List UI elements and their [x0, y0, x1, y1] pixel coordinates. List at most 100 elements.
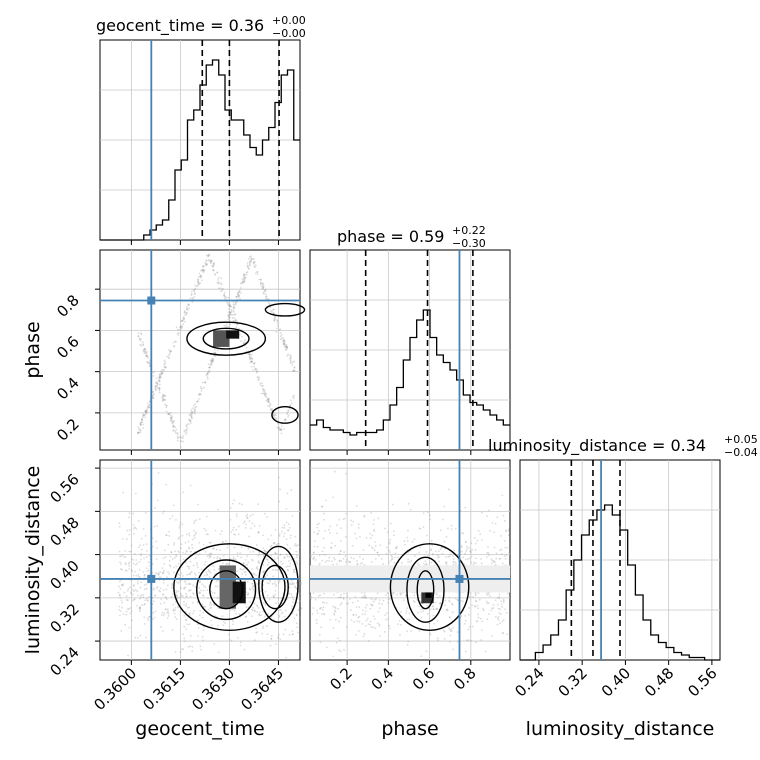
sample-point	[283, 341, 285, 344]
sample-point	[460, 550, 463, 553]
sample-point	[498, 622, 501, 625]
sample-point	[201, 269, 203, 271]
sample-point	[172, 609, 175, 612]
sample-point	[449, 630, 452, 633]
sample-point	[262, 388, 265, 390]
sample-point	[382, 599, 385, 602]
sample-point	[333, 557, 335, 559]
title-geocent-time-text: geocent_time = 0.36	[96, 16, 264, 36]
sample-point	[369, 607, 372, 610]
sample-point	[181, 534, 184, 537]
sample-point	[449, 553, 452, 556]
sample-point	[137, 432, 139, 435]
sample-point	[187, 583, 190, 586]
sample-point	[260, 285, 263, 288]
sample-point	[278, 616, 281, 618]
sample-point	[130, 579, 133, 582]
sample-point	[188, 614, 191, 617]
sample-point	[376, 592, 379, 595]
sample-point	[250, 356, 253, 359]
sample-point	[263, 615, 266, 618]
sample-point	[426, 534, 428, 537]
sample-point	[183, 429, 186, 432]
sample-point	[277, 542, 280, 545]
sample-point	[131, 570, 134, 572]
sample-point	[446, 608, 449, 611]
sample-point	[128, 626, 131, 629]
sample-point	[316, 533, 319, 536]
sample-point	[147, 404, 150, 407]
sample-point	[191, 411, 194, 414]
sample-point	[130, 609, 133, 612]
sample-point	[473, 604, 476, 607]
sample-point	[202, 589, 205, 592]
sample-point	[169, 350, 172, 352]
sample-point	[233, 609, 236, 612]
sample-point	[373, 530, 376, 533]
sample-point	[312, 607, 315, 609]
sample-point	[287, 569, 289, 572]
sample-point	[274, 568, 277, 571]
sample-point	[167, 356, 170, 359]
sample-point	[343, 649, 345, 651]
sample-point	[205, 571, 208, 574]
sample-point	[229, 305, 232, 308]
sample-point	[265, 399, 268, 402]
sample-point	[475, 562, 477, 565]
sample-point	[318, 554, 321, 557]
sample-point	[351, 544, 354, 547]
sample-point	[422, 609, 425, 612]
sample-point	[264, 389, 266, 391]
sample-point	[377, 517, 380, 520]
sample-point	[191, 416, 193, 419]
sample-point	[258, 524, 261, 527]
sample-point	[291, 633, 294, 636]
sample-point	[216, 271, 219, 274]
sample-point	[132, 527, 135, 530]
sample-point	[182, 595, 185, 598]
sample-point	[202, 269, 205, 272]
sample-point	[210, 361, 213, 364]
sample-point	[206, 555, 209, 557]
sample-point	[180, 543, 183, 546]
sample-point	[285, 345, 287, 348]
sample-point	[229, 303, 232, 306]
sample-point	[430, 561, 433, 564]
sample-point	[245, 591, 248, 594]
sample-point	[334, 607, 337, 610]
sample-point	[250, 558, 253, 561]
sample-point	[370, 603, 372, 606]
sample-point	[394, 547, 397, 549]
sample-point	[228, 313, 231, 316]
sample-point	[186, 565, 189, 568]
sample-point	[202, 271, 205, 274]
sample-point	[148, 362, 150, 364]
sample-point	[462, 532, 465, 535]
sample-point	[504, 519, 506, 522]
sample-point	[187, 303, 190, 306]
sample-point	[172, 425, 175, 428]
sample-point	[182, 648, 185, 651]
sample-point	[281, 611, 284, 614]
sample-point	[207, 533, 209, 536]
sample-point	[273, 320, 276, 322]
sample-point	[162, 512, 164, 515]
sample-point	[167, 354, 170, 357]
sample-point	[199, 282, 202, 285]
sample-point	[386, 531, 389, 534]
sample-point	[145, 567, 148, 570]
sample-point	[256, 375, 259, 378]
sample-point	[314, 559, 317, 561]
sample-point	[294, 585, 297, 588]
sample-point	[216, 555, 219, 558]
sample-point	[277, 542, 279, 545]
sample-point	[326, 646, 328, 649]
title-geocent-time-plus: +0.00	[272, 14, 306, 27]
sample-point	[292, 568, 295, 571]
sample-point	[158, 377, 161, 380]
sample-point	[263, 290, 266, 293]
sample-point	[222, 620, 225, 623]
sample-point	[271, 409, 273, 412]
sample-point	[261, 384, 264, 387]
y-tick-label: 0.24	[46, 643, 82, 679]
